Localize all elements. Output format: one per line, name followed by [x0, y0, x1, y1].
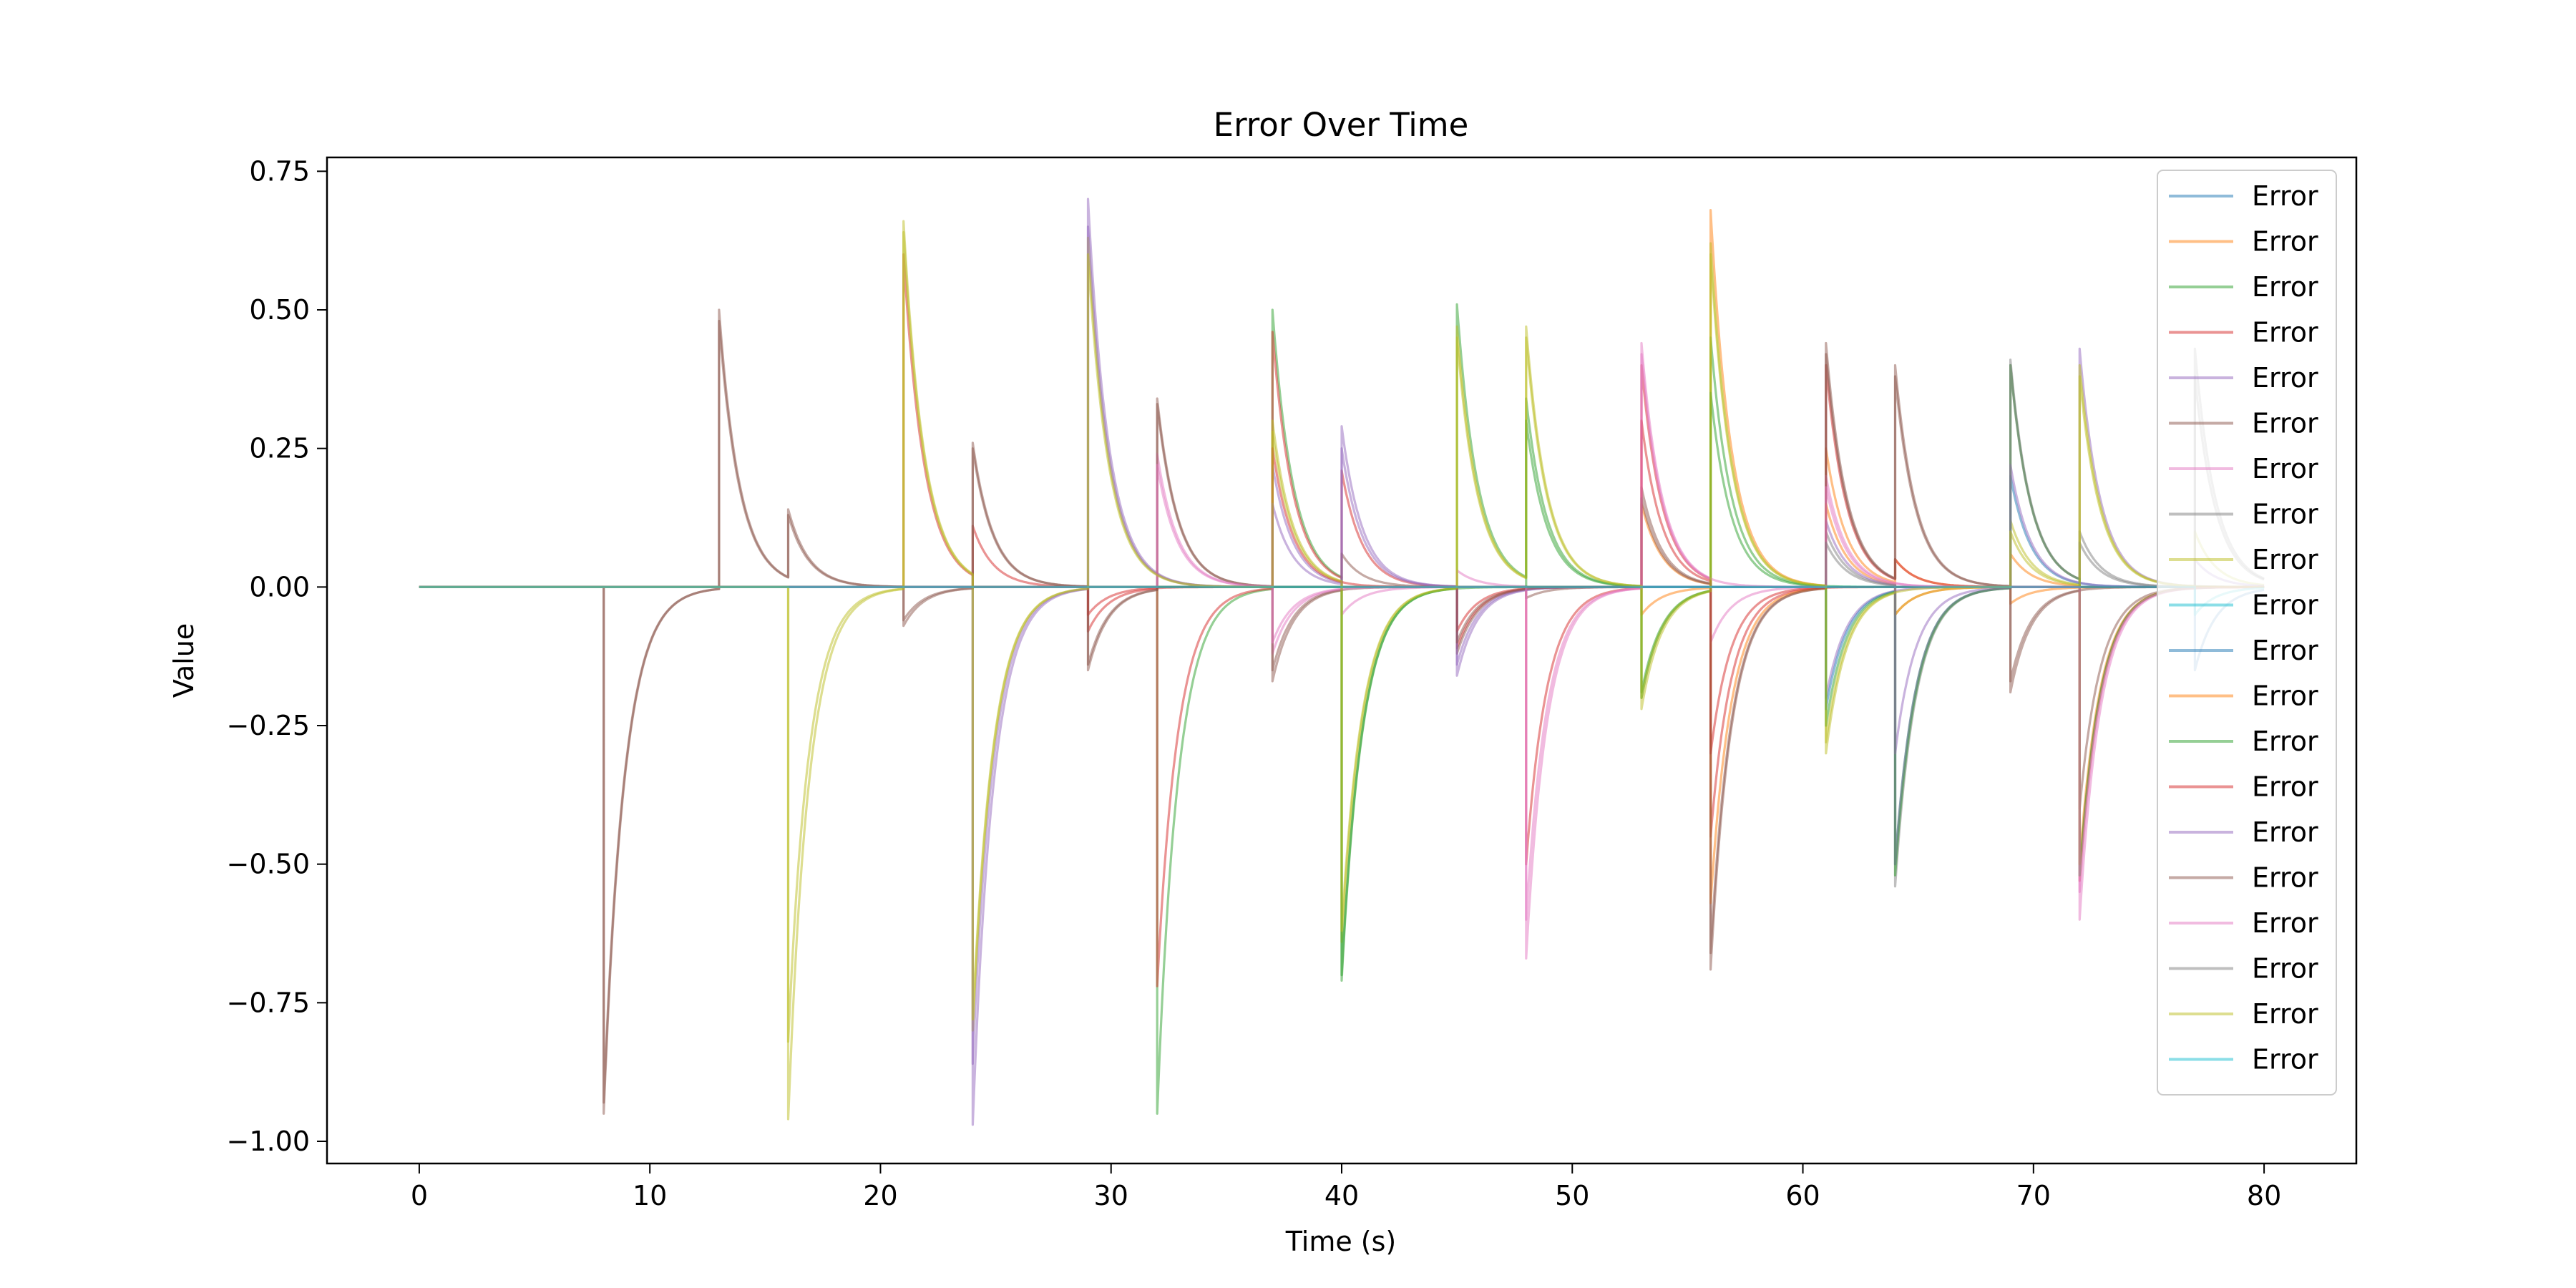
x-axis: 0 10 20 30 40 50 60 70 80: [411, 1163, 2281, 1211]
legend-box: [2157, 170, 2337, 1096]
y-tick-label: 0.25: [249, 433, 310, 464]
legend-label-20: Error: [2252, 1044, 2318, 1075]
legend-label-19: Error: [2252, 998, 2318, 1030]
y-tick-label: −1.00: [227, 1126, 310, 1157]
legend-label-12: Error: [2252, 680, 2318, 712]
legend-label-6: Error: [2252, 408, 2318, 439]
y-tick-label: 0.00: [249, 571, 310, 602]
x-axis-label: Time (s): [1285, 1226, 1397, 1257]
legend-label-7: Error: [2252, 453, 2318, 484]
x-tick-label: 0: [411, 1180, 428, 1211]
legend-label-14: Error: [2252, 771, 2318, 803]
x-tick-label: 10: [633, 1180, 667, 1211]
legend-label-15: Error: [2252, 816, 2318, 848]
chart-title: Error Over Time: [1214, 106, 1469, 144]
legend-label-10: Error: [2252, 590, 2318, 621]
legend-label-1: Error: [2252, 180, 2318, 212]
legend-label-16: Error: [2252, 862, 2318, 894]
legend-label-4: Error: [2252, 317, 2318, 348]
y-tick-label: −0.25: [227, 710, 310, 741]
legend-label-18: Error: [2252, 953, 2318, 985]
x-tick-label: 50: [1555, 1180, 1589, 1211]
y-axis: 0.75 0.50 0.25 0.00 −0.25 −0.50 −0.75 −1.00: [227, 155, 327, 1157]
y-axis-label: Value: [168, 623, 200, 698]
legend-label-2: Error: [2252, 226, 2318, 258]
x-tick-label: 70: [2016, 1180, 2051, 1211]
y-tick-label: −0.75: [227, 987, 310, 1018]
y-tick-label: −0.50: [227, 849, 310, 880]
x-tick-label: 40: [1324, 1180, 1359, 1211]
legend-label-3: Error: [2252, 271, 2318, 303]
x-tick-label: 30: [1094, 1180, 1128, 1211]
legend-label-11: Error: [2252, 635, 2318, 666]
legend-label-13: Error: [2252, 726, 2318, 757]
legend-label-9: Error: [2252, 544, 2318, 575]
y-tick-label: 0.75: [249, 155, 310, 187]
x-tick-label: 80: [2247, 1180, 2281, 1211]
series-line-19: [419, 231, 2265, 1043]
legend-label-17: Error: [2252, 907, 2318, 939]
legend: Error Error Error Error Error Error Error Error…: [2157, 170, 2337, 1096]
legend-label-5: Error: [2252, 362, 2318, 394]
y-tick-label: 0.50: [249, 294, 310, 326]
x-tick-label: 60: [1785, 1180, 1820, 1211]
legend-label-8: Error: [2252, 499, 2318, 530]
x-tick-label: 20: [863, 1180, 897, 1211]
